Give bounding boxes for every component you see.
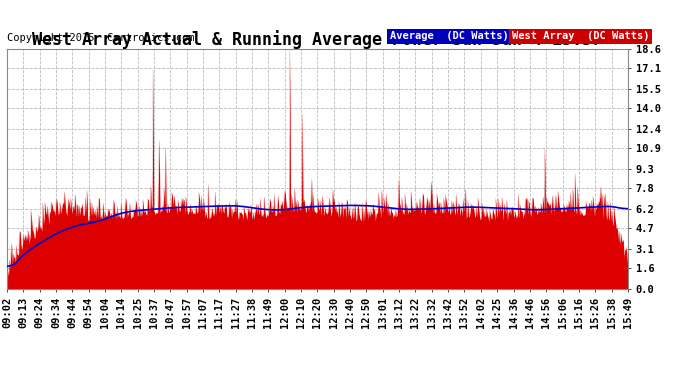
Text: West Array  (DC Watts): West Array (DC Watts) <box>512 32 649 41</box>
Text: Average  (DC Watts): Average (DC Watts) <box>390 32 509 41</box>
Text: Copyright 2015  Cartronics.com: Copyright 2015 Cartronics.com <box>7 33 195 43</box>
Title: West Array Actual & Running Average Power Sun Jan 4 15:57: West Array Actual & Running Average Powe… <box>32 30 602 49</box>
